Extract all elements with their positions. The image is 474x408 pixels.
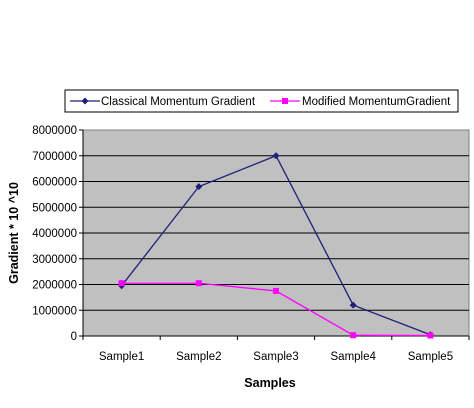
y-tick-label: 4000000	[32, 228, 77, 240]
x-tick-label: Sample5	[408, 351, 453, 363]
y-tick-label: 1000000	[32, 305, 77, 317]
data-point-diamond	[195, 183, 203, 191]
legend-label-classical: Classical Momentum Gradient	[101, 96, 256, 108]
y-axis-ticks: 0 1000000 2000000 3000000 4000000 5000000 6000…	[32, 125, 84, 343]
x-tick-label: Sample4	[331, 351, 377, 363]
x-tick-label: Sample2	[176, 351, 221, 363]
data-point-square	[427, 332, 434, 339]
series-layer	[118, 152, 434, 339]
x-tick-label: Sample1	[99, 351, 144, 363]
data-point-square	[273, 287, 279, 294]
data-point-square	[350, 332, 357, 339]
x-axis-ticks: Sample1 Sample2 Sample3 Sample4 Sample5	[82, 335, 470, 363]
x-tick-label: Sample3	[253, 351, 298, 363]
legend-marker-modified	[282, 98, 288, 104]
y-tick-label: 7000000	[32, 151, 77, 163]
y-tick-label: 0	[71, 331, 77, 343]
legend-label-modified: Modified MomentumGradient	[302, 96, 451, 108]
data-point-square	[118, 280, 125, 287]
y-tick-label: 5000000	[32, 202, 77, 214]
data-point-diamond	[349, 301, 357, 309]
y-tick-label: 2000000	[32, 280, 77, 292]
y-tick-label: 6000000	[32, 177, 77, 189]
data-point-diamond	[272, 152, 280, 160]
y-tick-label: 8000000	[32, 125, 77, 137]
legend-marker-classical	[81, 97, 89, 105]
x-axis-title: Samples	[244, 376, 295, 390]
y-axis-title: Gradient * 10 ^10	[7, 182, 21, 284]
legend: Classical Momentum Gradient Modified Mom…	[64, 89, 459, 113]
y-tick-label: 3000000	[32, 254, 77, 266]
data-point-square	[195, 280, 202, 287]
legend-box	[64, 89, 459, 113]
